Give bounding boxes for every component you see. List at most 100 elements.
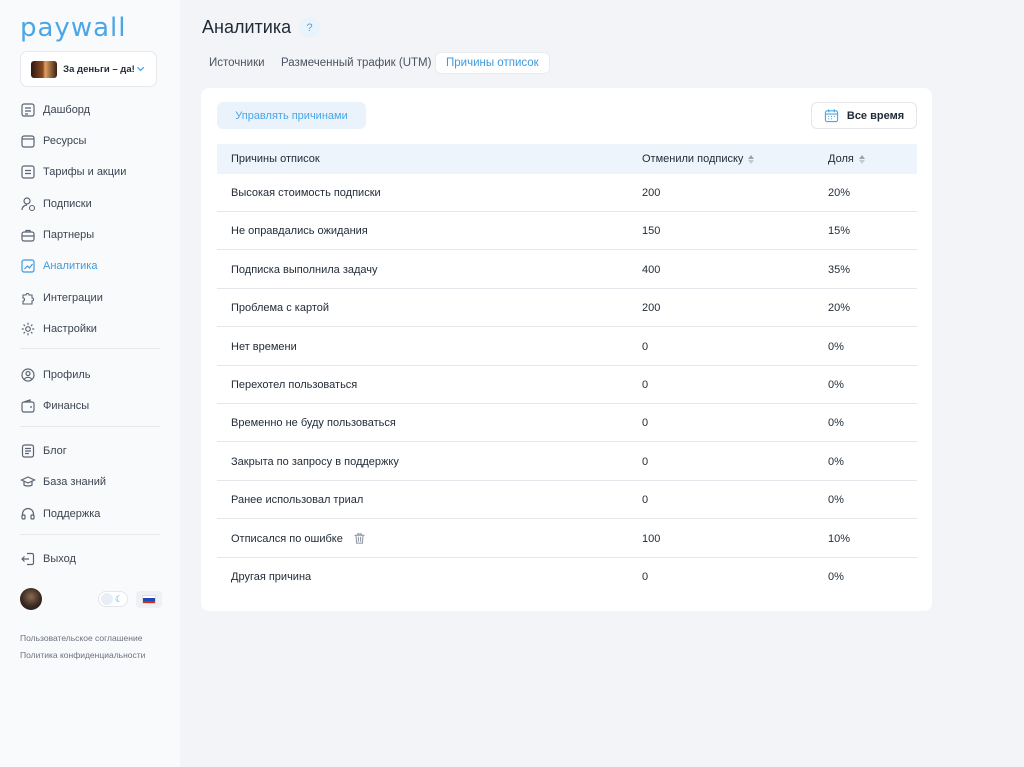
reason-text: Другая причина <box>231 571 312 583</box>
reason-text: Высокая стоимость подписки <box>231 187 381 199</box>
reason-text: Подписка выполнила задачу <box>231 263 378 276</box>
sidebar: paywall За деньги – да! Дашборд Ресурсы … <box>0 0 180 767</box>
period-label: Все время <box>846 109 905 122</box>
cancelled-cell: 0 <box>642 340 649 353</box>
reason-text: Временно не буду пользоваться <box>231 417 396 430</box>
subscriptions-icon <box>21 197 36 212</box>
tariffs-icon <box>21 165 35 179</box>
chevron-down-icon <box>136 66 144 72</box>
table-row: Подписка выполнила задачу 400 35% <box>217 251 917 289</box>
sidebar-item-label: Дашборд <box>43 104 91 116</box>
sort-icon[interactable] <box>858 154 865 164</box>
sidebar-divider <box>20 348 160 349</box>
row-divider <box>217 441 917 443</box>
cancelled-cell: 400 <box>642 263 661 276</box>
sidebar-item-integrations[interactable]: Интеграции <box>20 287 160 309</box>
row-divider <box>217 364 917 366</box>
reason-cell: Другая причина <box>231 558 311 596</box>
sidebar-item-blog[interactable]: Блог <box>20 440 160 462</box>
page-title: Аналитика <box>202 17 292 37</box>
sidebar-item-label: Финансы <box>43 400 90 412</box>
trash-icon[interactable] <box>353 532 366 545</box>
reason-cell: Не оправдались ожидания <box>231 212 368 250</box>
table-row: Нет времени 0 0% <box>217 328 917 366</box>
sidebar-item-logout[interactable]: Выход <box>20 548 160 570</box>
sidebar-divider <box>20 534 160 535</box>
cancelled-cell: 100 <box>642 532 661 545</box>
sidebar-item-knowledge[interactable]: База знаний <box>20 471 160 493</box>
table-header: Причины отписок Отменили подписку Доля <box>217 144 917 174</box>
privacy-policy-link[interactable]: Политика конфиденциальности <box>20 650 146 660</box>
share-cell: 0% <box>828 455 844 468</box>
row-divider <box>217 518 917 520</box>
sidebar-item-label: Партнеры <box>43 229 95 241</box>
manage-reasons-button[interactable]: Управлять причинами <box>217 102 366 129</box>
row-divider <box>217 326 917 328</box>
sidebar-item-label: Тарифы и акции <box>43 166 127 178</box>
reason-text: Проблема с картой <box>231 302 330 315</box>
sidebar-item-subscriptions[interactable]: Подписки <box>20 193 160 215</box>
sidebar-item-settings[interactable]: Настройки <box>20 318 160 340</box>
row-divider <box>217 287 917 289</box>
reason-cell: Ранее использовал триал <box>231 481 363 519</box>
paywall-logo[interactable]: paywall <box>20 13 127 43</box>
sidebar-item-tariffs[interactable]: Тарифы и акции <box>20 161 160 183</box>
sidebar-item-analytics[interactable]: Аналитика <box>20 255 160 277</box>
cancelled-cell: 200 <box>642 187 661 199</box>
sort-icon[interactable] <box>748 154 755 164</box>
blog-icon <box>21 444 35 458</box>
share-cell: 0% <box>828 379 844 391</box>
theme-toggle[interactable]: ☾ <box>98 591 128 607</box>
reason-text: Ранее использовал триал <box>231 494 364 507</box>
help-button[interactable]: ? <box>299 17 320 38</box>
sidebar-item-finance[interactable]: Финансы <box>20 395 160 417</box>
sidebar-item-partners[interactable]: Партнеры <box>20 224 160 246</box>
moon-icon: ☾ <box>115 593 124 604</box>
column-header-share[interactable]: Доля <box>828 144 865 174</box>
reason-cell: Временно не буду пользоваться <box>231 404 396 442</box>
user-agreement-link[interactable]: Пользовательское соглашение <box>20 633 143 643</box>
sidebar-item-label: База знаний <box>43 476 107 488</box>
wallet-icon <box>21 399 35 413</box>
row-divider <box>217 479 917 481</box>
cancelled-cell: 0 <box>642 417 649 430</box>
share-cell: 0% <box>828 340 844 353</box>
reason-cell: Перехотел пользоваться <box>231 366 357 404</box>
column-header-cancelled[interactable]: Отменили подписку <box>642 144 755 174</box>
sidebar-item-resources[interactable]: Ресурсы <box>20 130 160 152</box>
row-divider <box>217 249 917 251</box>
table-row: Временно не буду пользоваться 0 0% <box>217 404 917 443</box>
language-selector[interactable] <box>136 591 162 608</box>
share-cell: 0% <box>828 571 844 583</box>
period-selector[interactable]: Все время <box>811 102 917 129</box>
reason-cell: Подписка выполнила задачу <box>231 251 378 289</box>
column-label: Причины отписок <box>231 153 320 165</box>
table-row: Отписался по ошибке 100 10% <box>217 520 917 558</box>
avatar[interactable] <box>20 588 42 610</box>
reason-cell: Нет времени <box>231 328 297 366</box>
sidebar-item-support[interactable]: Поддержка <box>20 503 160 525</box>
tab-unsubscribe-reasons[interactable]: Причины отписок <box>435 52 550 74</box>
logout-icon <box>21 552 35 566</box>
share-cell: 0% <box>828 494 844 507</box>
reason-text: Нет времени <box>231 340 297 353</box>
project-name: За деньги – да! <box>63 63 135 75</box>
sidebar-item-profile[interactable]: Профиль <box>20 364 160 386</box>
share-cell: 10% <box>828 532 851 545</box>
row-divider <box>217 403 917 404</box>
column-header-reason: Причины отписок <box>231 144 320 174</box>
reason-text: Отписался по ошибке <box>231 532 343 545</box>
sidebar-item-label: Профиль <box>43 369 91 381</box>
headset-icon <box>21 507 35 520</box>
table-row: Проблема с картой 200 20% <box>217 289 917 328</box>
tab-utm[interactable]: Размеченный трафик (UTM) <box>281 57 432 69</box>
sidebar-item-label: Выход <box>43 553 76 565</box>
share-cell: 0% <box>828 417 844 430</box>
sidebar-item-dashboard[interactable]: Дашборд <box>20 99 160 121</box>
sidebar-item-label: Ресурсы <box>43 135 87 147</box>
project-selector[interactable]: За деньги – да! <box>20 51 157 87</box>
toggle-knob <box>101 593 113 605</box>
tab-sources[interactable]: Источники <box>209 57 265 69</box>
reason-text: Перехотел пользоваться <box>231 379 358 391</box>
gear-icon <box>21 322 35 336</box>
